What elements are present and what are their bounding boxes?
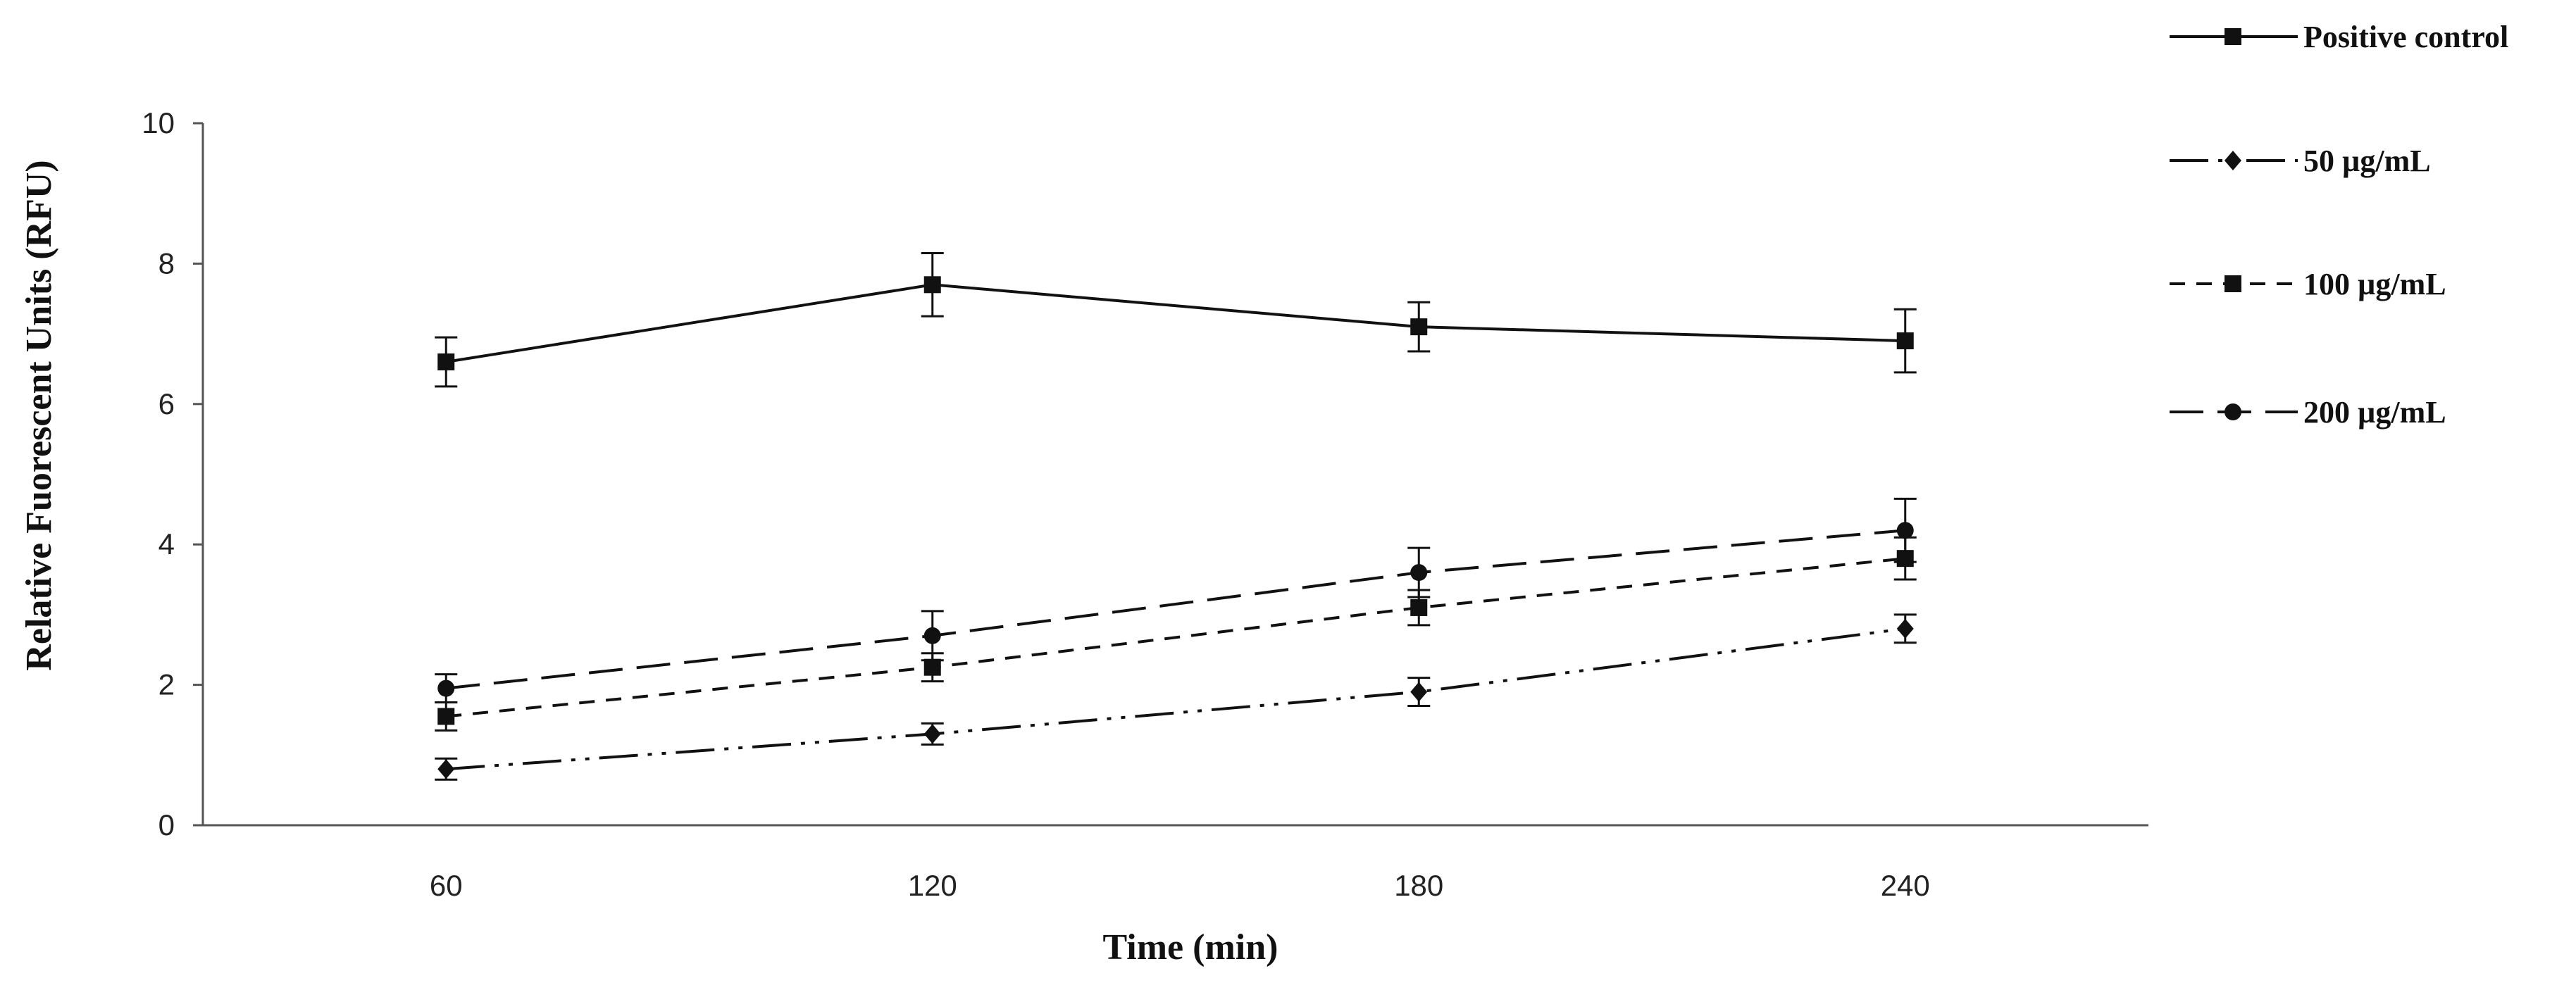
legend-label: 100 µg/mL: [2303, 267, 2446, 301]
series-2: [435, 613, 1917, 781]
series-line: [445, 283, 1905, 363]
legend-label: 50 µg/mL: [2303, 144, 2431, 178]
x-tick-label: 120: [908, 869, 957, 902]
data-point: [1410, 564, 1428, 582]
legend-marker: [2225, 403, 2241, 420]
y-tick-label: 8: [158, 246, 175, 280]
y-axis-title: Relative Fuorescent Units (RFU): [19, 160, 59, 670]
data-point: [1410, 682, 1428, 702]
data-point: [1896, 618, 1914, 639]
data-point: [437, 353, 455, 370]
series-line: [446, 529, 1905, 690]
data-point: [923, 658, 941, 676]
legend-entry: 200 µg/mL: [2170, 395, 2446, 430]
axes: 0 2 4 6 8 10 60 120 180 240: [142, 106, 2148, 902]
data-point: [1896, 522, 1914, 539]
data-point: [1410, 318, 1428, 336]
legend-entry: 50 µg/mL: [2170, 144, 2431, 178]
legend-label: Positive control: [2303, 20, 2508, 54]
legend-entry: 100 µg/mL: [2170, 267, 2446, 301]
data-point: [437, 708, 455, 725]
legend-marker: [2225, 28, 2241, 45]
y-tick-label: 6: [158, 387, 175, 420]
data-point: [923, 627, 941, 644]
x-axis-title: Time (min): [1103, 927, 1278, 967]
data-point: [923, 724, 941, 744]
series-line: [446, 557, 1905, 718]
y-tick-label: 4: [158, 527, 175, 560]
data-point: [1896, 332, 1914, 350]
legend: Positive control 50 µg/mL 100 µg/mL 200 µg…: [2170, 20, 2508, 430]
y-tick-label: 0: [158, 808, 175, 841]
x-tick-label: 180: [1394, 869, 1443, 902]
data-point: [1410, 599, 1428, 616]
data-point: [923, 276, 941, 294]
x-tick-label: 60: [430, 869, 463, 902]
series-line: [446, 627, 1906, 771]
y-tick-label: 10: [142, 106, 175, 139]
series-1: [435, 251, 1917, 388]
series-3: [435, 536, 1917, 732]
y-tick-label: 2: [158, 668, 175, 701]
legend-label: 200 µg/mL: [2303, 395, 2446, 430]
series-4: [435, 497, 1917, 704]
x-tick-label: 240: [1881, 869, 1930, 902]
series-layer: [435, 251, 1917, 781]
data-point: [437, 679, 455, 697]
legend-entry: Positive control: [2170, 20, 2508, 54]
legend-marker: [2225, 151, 2241, 170]
legend-marker: [2225, 275, 2241, 292]
data-point: [437, 759, 455, 779]
